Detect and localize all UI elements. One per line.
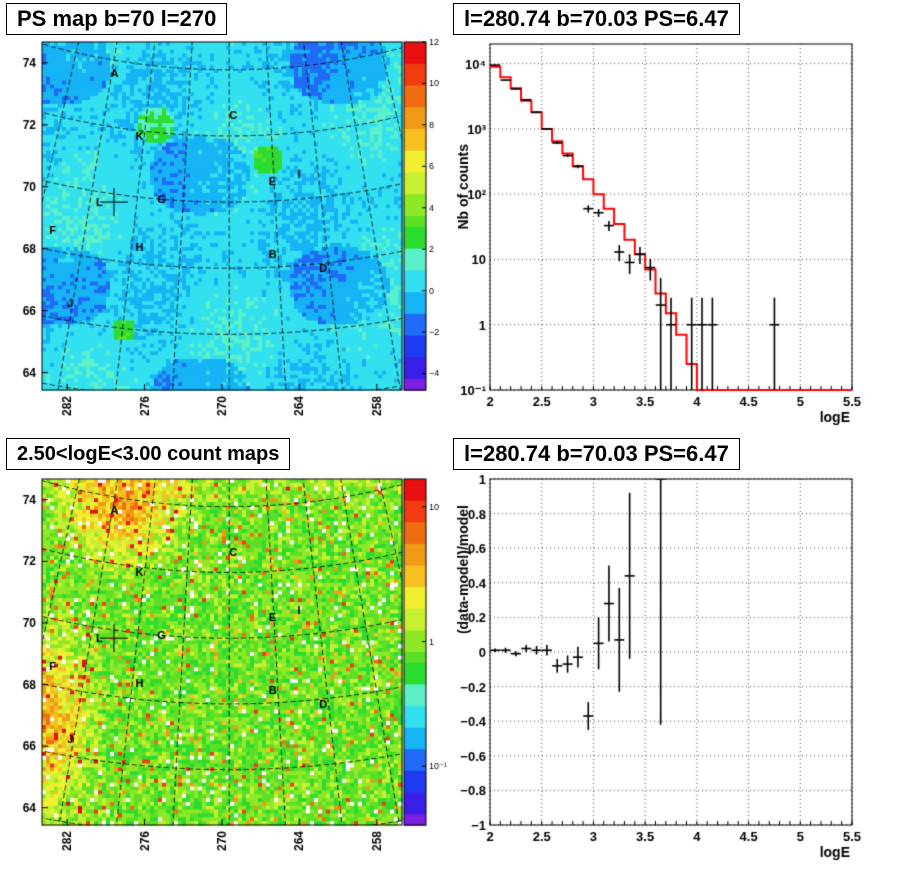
residual-title: l=280.74 b=70.03 PS=6.47 <box>453 438 740 470</box>
count-map-title: 2.50<logE<3.00 count maps <box>6 438 291 470</box>
ps-map-title: PS map b=70 l=270 <box>6 3 228 35</box>
spectrum-title: l=280.74 b=70.03 PS=6.47 <box>453 3 740 35</box>
